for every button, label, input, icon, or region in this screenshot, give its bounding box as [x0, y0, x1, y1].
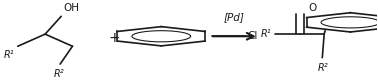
Text: R¹: R¹ — [4, 50, 15, 60]
Text: OH: OH — [63, 3, 79, 13]
Text: Cl: Cl — [247, 31, 258, 41]
Text: R¹: R¹ — [260, 29, 271, 39]
Text: R²: R² — [54, 69, 65, 79]
Text: O: O — [308, 3, 316, 13]
Text: R²: R² — [318, 63, 328, 73]
Text: +: + — [108, 31, 120, 45]
Text: [Pd]: [Pd] — [223, 12, 244, 22]
